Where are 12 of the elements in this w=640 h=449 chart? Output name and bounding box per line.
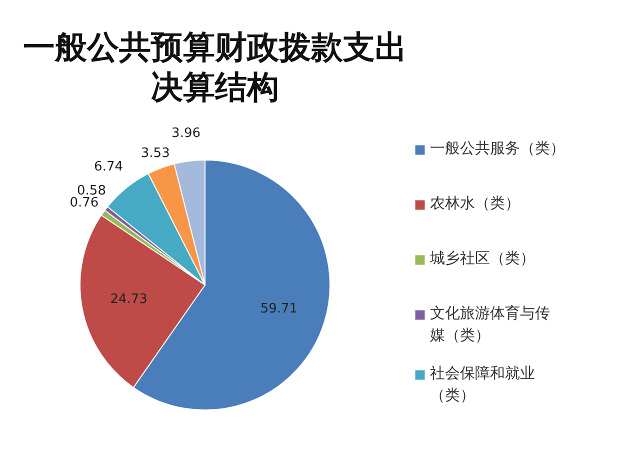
data-label: 3.96 — [172, 126, 200, 142]
legend-label: 农林水（类） — [430, 194, 520, 212]
legend-label: 文化旅游体育与传媒（类） — [430, 304, 550, 344]
legend-label: 城乡社区（类） — [429, 249, 535, 267]
chart-title: 一般公共预算财政拨款支出决算结构 — [23, 28, 407, 106]
data-label: 6.74 — [94, 159, 123, 174]
data-label: 3.53 — [140, 146, 170, 162]
data-label: 59.71 — [260, 301, 298, 316]
data-label: 24.73 — [110, 292, 148, 308]
legend-label: 社会保障和就业（类） — [430, 364, 535, 404]
data-label: 0.76 — [70, 196, 99, 211]
legend-label: 一般公共服务（类） — [430, 139, 565, 157]
